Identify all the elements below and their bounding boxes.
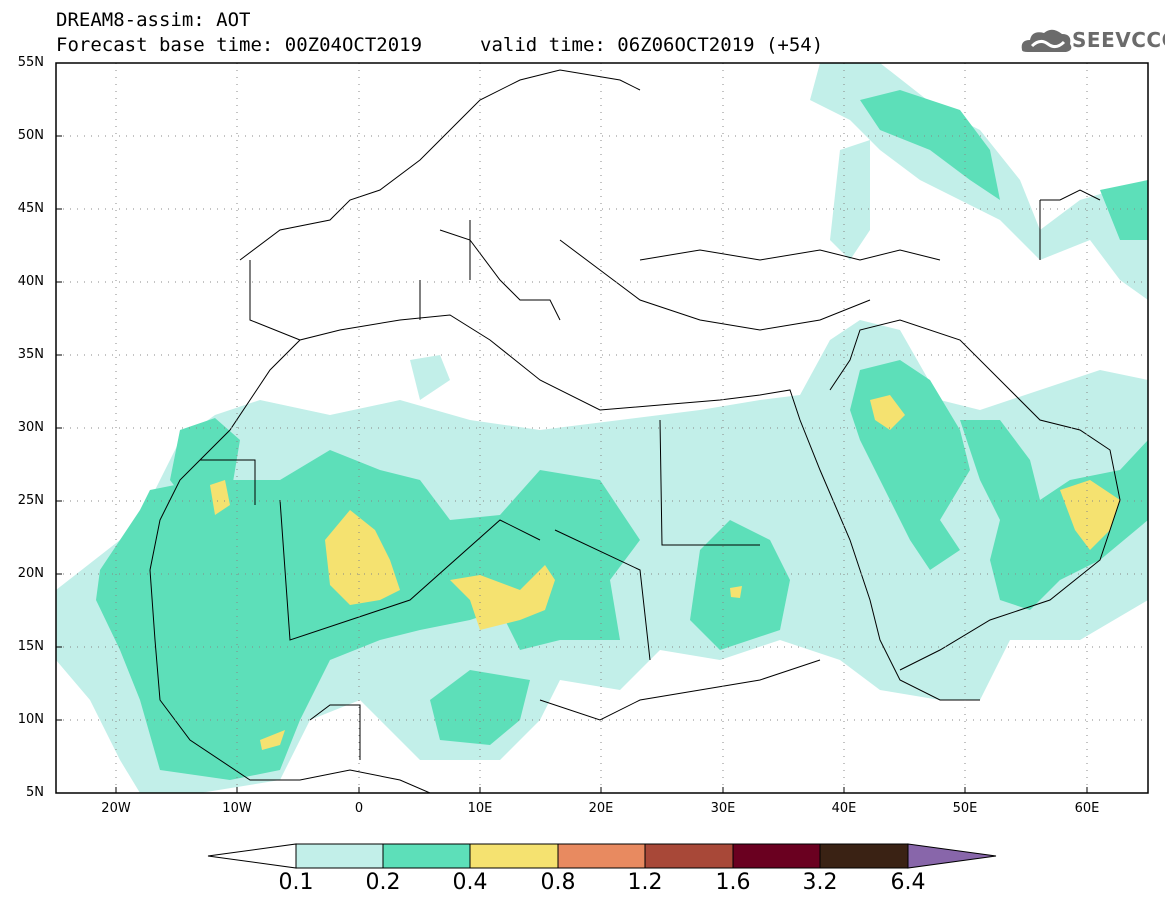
lat-label: 10N — [17, 712, 44, 727]
lon-label: 0 — [354, 801, 364, 816]
coastline-borders — [149, 69, 1121, 793]
lat-label: 5N — [26, 785, 44, 800]
lat-label: 35N — [17, 347, 44, 362]
colorbar-label: 0.2 — [365, 870, 401, 895]
lat-label: 45N — [17, 201, 44, 216]
lat-label: 55N — [17, 55, 44, 70]
lon-label: 20W — [101, 801, 131, 816]
lon-label: 60E — [1074, 801, 1100, 816]
colorbar-label: 1.2 — [627, 870, 663, 895]
base-time-label: Forecast base time: 00Z04OCT2019 — [56, 34, 423, 56]
lat-label: 30N — [17, 420, 44, 435]
lat-label: 15N — [17, 639, 44, 654]
lon-label: 10E — [467, 801, 493, 816]
cloud-logo-icon — [1021, 29, 1072, 52]
colorbar-label: 0.4 — [452, 870, 488, 895]
lon-label: 30E — [710, 801, 736, 816]
lat-label: 20N — [17, 566, 44, 581]
lat-label: 25N — [17, 493, 44, 508]
axis-ticks — [56, 62, 1088, 793]
lat-label: 50N — [17, 128, 44, 143]
aot-0.2-0.4-field — [96, 90, 1148, 780]
gridlines — [56, 63, 1148, 793]
colorbar-label: 6.4 — [890, 870, 926, 895]
logo-text: SEEVCCC — [1072, 28, 1165, 52]
lon-label: 20E — [588, 801, 614, 816]
lon-label: 10W — [222, 801, 252, 816]
lat-label: 40N — [17, 274, 44, 289]
product-title: DREAM8-assim: AOT — [56, 9, 251, 31]
valid-time-label: valid time: 06Z06OCT2019 (+54) — [480, 34, 824, 56]
lon-label: 50E — [952, 801, 978, 816]
colorbar-label: 1.6 — [715, 870, 751, 895]
colorbar-label: 0.1 — [278, 870, 314, 895]
lon-label: 40E — [831, 801, 857, 816]
aot-0.4-0.8-field — [210, 395, 1120, 750]
colorbar-label: 3.2 — [802, 870, 838, 895]
colorbar-label: 0.8 — [540, 870, 576, 895]
